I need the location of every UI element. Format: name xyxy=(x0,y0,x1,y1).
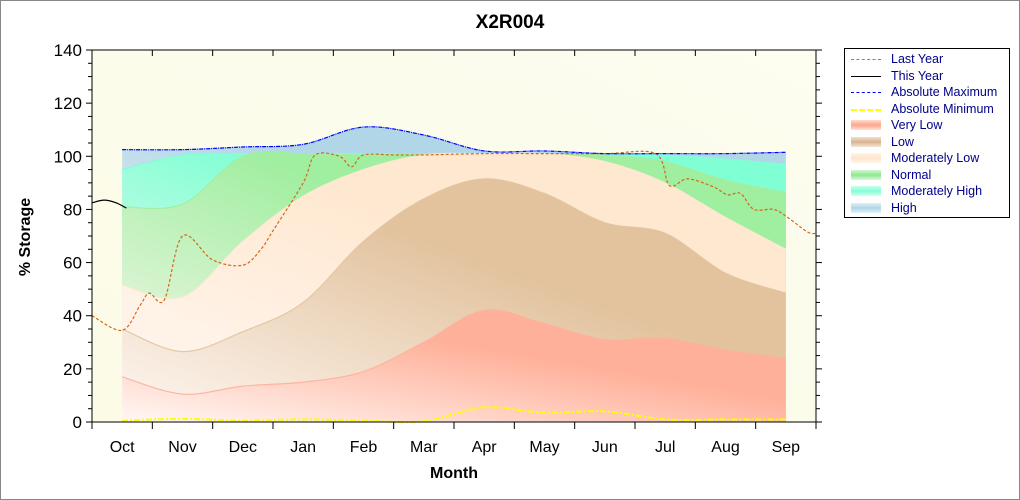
y-tick-label: 140 xyxy=(54,41,82,60)
line-last-year xyxy=(91,150,817,331)
x-tick-label: Jun xyxy=(592,439,618,456)
line-absolute-maximum xyxy=(122,126,786,155)
legend-swatch xyxy=(851,186,881,196)
x-tick-label: Mar xyxy=(410,439,438,456)
x-tick-label: Nov xyxy=(168,439,196,456)
x-axis-label: Month xyxy=(430,465,478,482)
x-tick-label: Dec xyxy=(229,439,257,456)
legend-label: Low xyxy=(891,134,914,149)
band-edge-low xyxy=(121,178,787,353)
y-tick-label: 100 xyxy=(54,147,82,166)
legend-label: High xyxy=(891,200,917,215)
legend-swatch xyxy=(851,153,881,163)
band-edge-moderately-low xyxy=(122,152,787,300)
y-tick-label: 40 xyxy=(63,307,82,326)
legend-label: Moderately Low xyxy=(891,151,980,165)
x-tick-label: Sep xyxy=(772,439,801,456)
legend-swatch xyxy=(851,92,881,93)
legend-swatch xyxy=(851,59,881,60)
y-tick-label: 20 xyxy=(63,360,82,379)
x-tick-label: Apr xyxy=(472,439,498,456)
legend-swatch xyxy=(851,136,881,147)
line-absolute-minimum xyxy=(122,406,786,424)
legend-swatch xyxy=(851,75,881,77)
legend-label: Moderately High xyxy=(891,184,983,198)
x-tick-label: Jan xyxy=(290,439,316,456)
legend-swatch xyxy=(851,169,881,180)
y-tick-label: 0 xyxy=(73,413,82,432)
x-tick-label: May xyxy=(529,439,559,456)
legend-swatch xyxy=(851,202,881,213)
x-tick-label: Feb xyxy=(350,439,378,456)
chart-title: X2R004 xyxy=(475,12,545,33)
legend-label: Absolute Minimum xyxy=(891,101,994,116)
legend-label: This Year xyxy=(891,68,944,83)
legend-label: Last Year xyxy=(891,52,944,66)
legend-label: Very Low xyxy=(891,118,943,132)
y-tick-label: 80 xyxy=(63,200,82,219)
x-tick-label: Oct xyxy=(110,439,135,456)
x-tick-label: Aug xyxy=(711,439,739,456)
y-tick-label: 120 xyxy=(54,94,82,113)
band-very-low xyxy=(122,309,786,422)
line-this-year xyxy=(91,199,127,209)
legend-label: Normal xyxy=(891,167,932,182)
legend-swatch xyxy=(851,108,881,111)
band-edge-very-low xyxy=(122,309,786,395)
legend: Last Year This Year Absolute Maximum Absolu… xyxy=(844,48,1010,218)
legend-swatch xyxy=(851,120,881,130)
x-tick-label: Jul xyxy=(655,439,675,456)
legend-label: Absolute Maximum xyxy=(891,85,998,99)
y-tick-label: 60 xyxy=(63,254,82,273)
